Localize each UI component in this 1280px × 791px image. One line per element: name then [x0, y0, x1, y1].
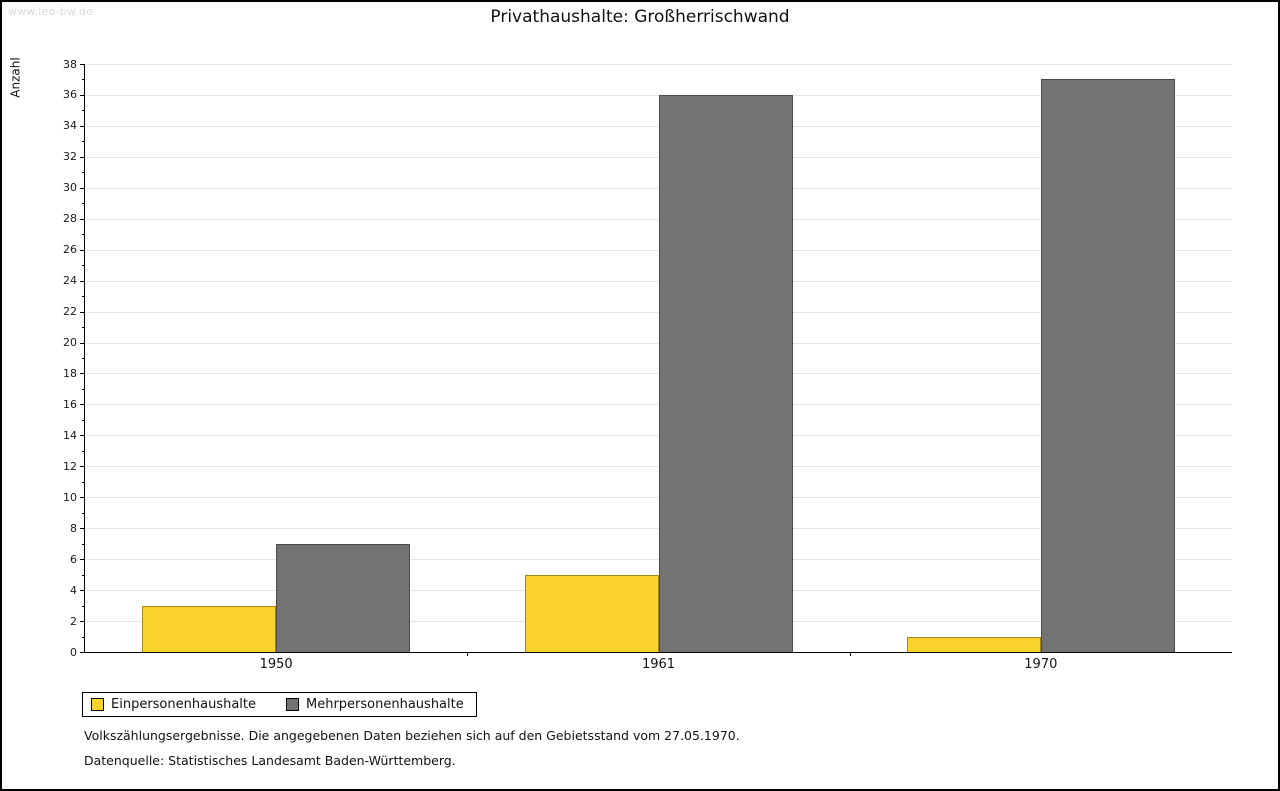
- y-tick-label: 26: [63, 243, 77, 257]
- x-tick: [850, 652, 851, 656]
- x-category-label: 1970: [1024, 657, 1058, 672]
- y-tick: [80, 652, 85, 653]
- y-tick-label: 34: [63, 119, 77, 133]
- bar-1961-0: [524, 574, 659, 652]
- y-tick: [80, 311, 85, 313]
- y-tick-label: 10: [63, 490, 77, 504]
- legend-swatch-gray: [286, 698, 299, 711]
- y-tick-label: 16: [63, 397, 77, 411]
- bar-1970-0: [906, 636, 1041, 652]
- y-tick-label: 28: [63, 212, 77, 226]
- y-tick: [80, 342, 85, 344]
- bar-1970-1: [1040, 79, 1175, 652]
- y-tick-label: 6: [70, 552, 77, 566]
- x-category-label: 1950: [259, 657, 293, 672]
- y-tick: [80, 590, 85, 592]
- y-tick-label: 20: [63, 336, 77, 350]
- y-tick-label: 0: [70, 645, 77, 659]
- y-tick-minor: [82, 543, 85, 545]
- y-tick-minor: [82, 388, 85, 390]
- chart-title: Privathaushalte: Großherrischwand: [490, 7, 790, 27]
- y-tick-label: 4: [70, 583, 77, 597]
- x-category-label: 1961: [641, 657, 676, 672]
- y-tick-minor: [82, 234, 85, 236]
- y-tick-label: 12: [63, 459, 77, 473]
- legend-swatch-yellow: [91, 698, 104, 711]
- y-tick-minor: [82, 419, 85, 421]
- y-tick: [80, 280, 85, 282]
- y-tick: [80, 125, 85, 127]
- y-tick-minor: [82, 79, 85, 81]
- y-tick-label: 32: [63, 150, 77, 164]
- y-tick: [80, 64, 85, 65]
- legend: Einpersonenhaushalte Mehrpersonenhaushal…: [82, 692, 477, 717]
- y-tick-minor: [82, 512, 85, 514]
- footnote-census: Volkszählungsergebnisse. Die angegebenen…: [84, 728, 740, 743]
- y-tick-label: 36: [63, 88, 77, 102]
- bar-1950-1: [276, 543, 411, 652]
- watermark: www.leo-bw.de: [8, 5, 94, 18]
- y-tick-label: 2: [70, 614, 77, 628]
- y-tick-label: 14: [63, 428, 77, 442]
- y-tick: [80, 559, 85, 561]
- y-tick-minor: [82, 203, 85, 205]
- y-tick-minor: [82, 481, 85, 483]
- y-tick: [80, 249, 85, 251]
- y-tick: [80, 528, 85, 530]
- y-tick: [80, 435, 85, 437]
- y-tick-minor: [82, 574, 85, 576]
- y-tick-label: 30: [63, 181, 77, 195]
- y-tick: [80, 497, 85, 499]
- y-tick-label: 24: [63, 274, 77, 288]
- plot-area: 0 2 4 6 8 10 12 14 16 18 20 22 24 26 28 30 32 34 36 38 1950 1…: [63, 58, 1232, 672]
- y-tick-label: 8: [70, 521, 77, 535]
- bar-1961-1: [658, 94, 793, 652]
- y-tick-label: 22: [63, 305, 77, 319]
- gridline: [85, 64, 1232, 65]
- bar-1950-0: [142, 605, 277, 652]
- y-tick-minor: [82, 110, 85, 112]
- y-tick: [80, 404, 85, 406]
- y-tick-minor: [82, 450, 85, 452]
- y-tick: [80, 373, 85, 375]
- y-tick: [80, 187, 85, 189]
- y-tick: [80, 156, 85, 158]
- y-tick-minor: [82, 296, 85, 298]
- legend-item-mehrpersonenhaushalte: Mehrpersonenhaushalte: [286, 697, 464, 712]
- y-tick-minor: [82, 327, 85, 329]
- legend-label: Einpersonenhaushalte: [111, 697, 256, 712]
- y-tick: [80, 94, 85, 96]
- y-tick-minor: [82, 141, 85, 143]
- y-tick-minor: [82, 265, 85, 267]
- y-tick-minor: [82, 172, 85, 174]
- y-tick-minor: [82, 636, 85, 638]
- y-tick-minor: [82, 358, 85, 359]
- footnote-source: Datenquelle: Statistisches Landesamt Bad…: [84, 753, 456, 768]
- y-tick: [80, 621, 85, 623]
- legend-item-einpersonenhaushalte: Einpersonenhaushalte: [91, 697, 256, 712]
- legend-label: Mehrpersonenhaushalte: [306, 697, 464, 712]
- y-tick-minor: [82, 605, 85, 607]
- y-tick: [80, 466, 85, 468]
- x-tick: [467, 652, 468, 656]
- y-tick-label: 38: [63, 57, 77, 71]
- y-axis-label: Anzahl: [8, 57, 23, 98]
- y-tick-label: 18: [63, 366, 77, 380]
- y-tick: [80, 218, 85, 220]
